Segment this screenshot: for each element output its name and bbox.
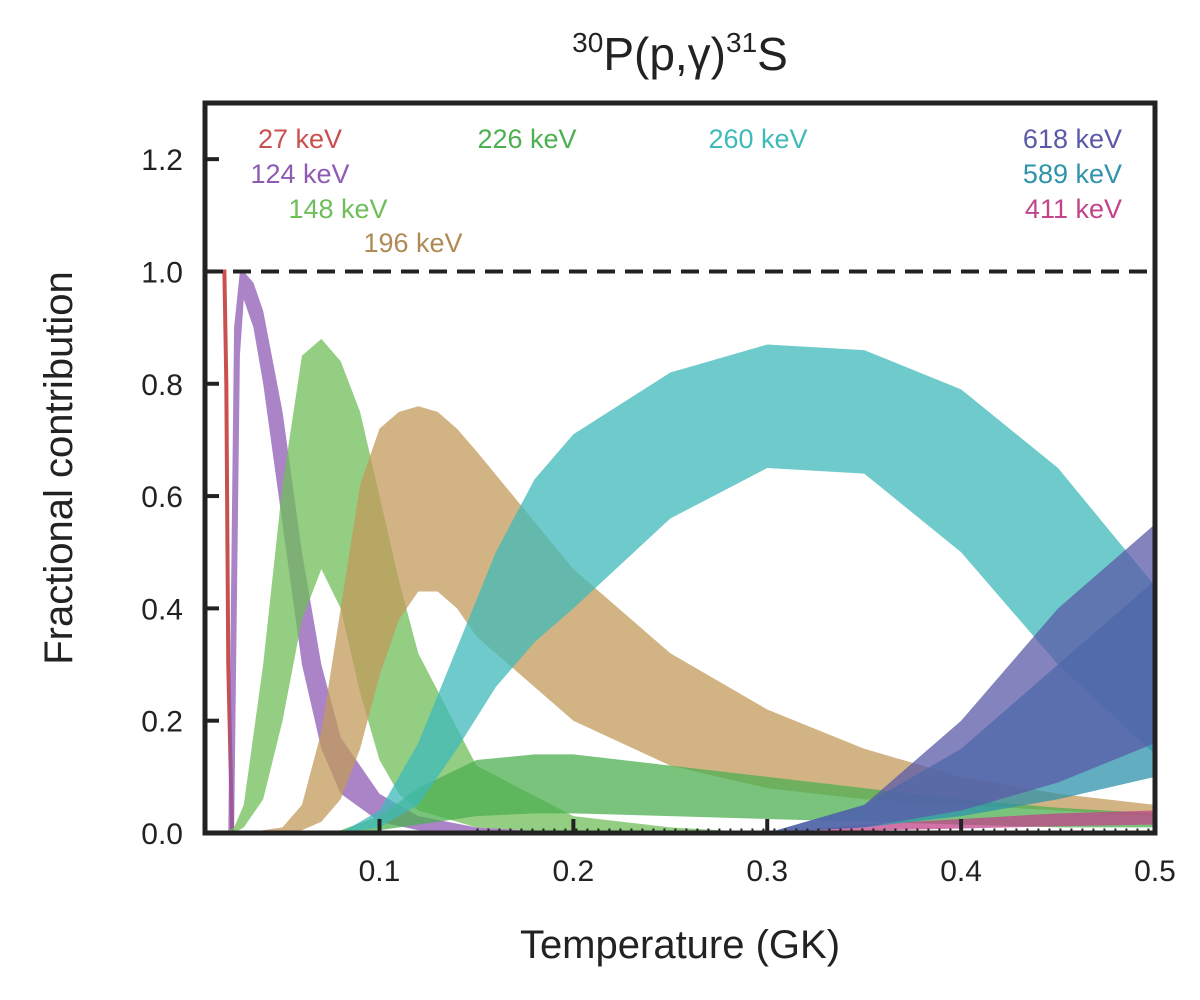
legend-label-260-kev: 260 keV [708,124,807,154]
series-bands [205,269,1155,833]
x-tick-label-0: 0.1 [359,855,401,888]
y-tick-label-1: 0.2 [141,706,183,739]
y-tick-label-6: 1.2 [141,144,183,177]
y-axis-title: Fractional contribution [37,271,81,665]
series-148-kev [224,338,768,833]
title-isotope-b: 31 [726,27,757,58]
x-axis-title: Temperature (GK) [520,923,840,967]
x-tick-label-4: 0.5 [1134,855,1176,888]
title-reaction: P(p,γ) [603,28,726,80]
y-tick-label-4: 0.8 [141,369,183,402]
legend-label-618-kev: 618 keV [1023,124,1122,154]
legend-label-124-kev: 124 keV [250,159,349,189]
y-tick-label-5: 1.0 [141,256,183,289]
x-tick-label-2: 0.3 [746,855,788,888]
plot-frame [202,100,1158,836]
series-260-kev [340,344,1155,833]
legend-label-148-kev: 148 keV [288,194,387,224]
legend-label-196-kev: 196 keV [363,228,462,258]
y-tick-label-0: 0.0 [141,818,183,851]
series-618-kev [767,524,1155,833]
legend-label-226-kev: 226 keV [477,124,576,154]
series-124-kev [228,271,574,833]
title-isotope-a: 30 [572,27,603,58]
y-tick-label-2: 0.4 [141,593,183,626]
x-tick-label-1: 0.2 [553,855,595,888]
legend-label-27-kev: 27 keV [258,124,342,154]
legend-label-589-kev: 589 keV [1023,159,1122,189]
y-tick-label-3: 0.6 [141,481,183,514]
x-tick-label-3: 0.4 [940,855,982,888]
legend-label-411-kev: 411 keV [1025,194,1122,224]
series-27-kev [205,269,235,833]
y-axis: 0.0 0.2 0.4 0.6 0.8 1.0 1.2 [141,144,219,851]
series-196-kev [243,406,1155,833]
x-axis: 0.1 0.2 0.3 0.4 0.5 [359,819,1176,888]
chart-title: 30P(p,γ)31S [572,27,788,80]
legend: 27 keV 124 keV 148 keV 196 keV 226 keV 260 ke… [250,124,1122,258]
title-product: S [757,28,788,80]
